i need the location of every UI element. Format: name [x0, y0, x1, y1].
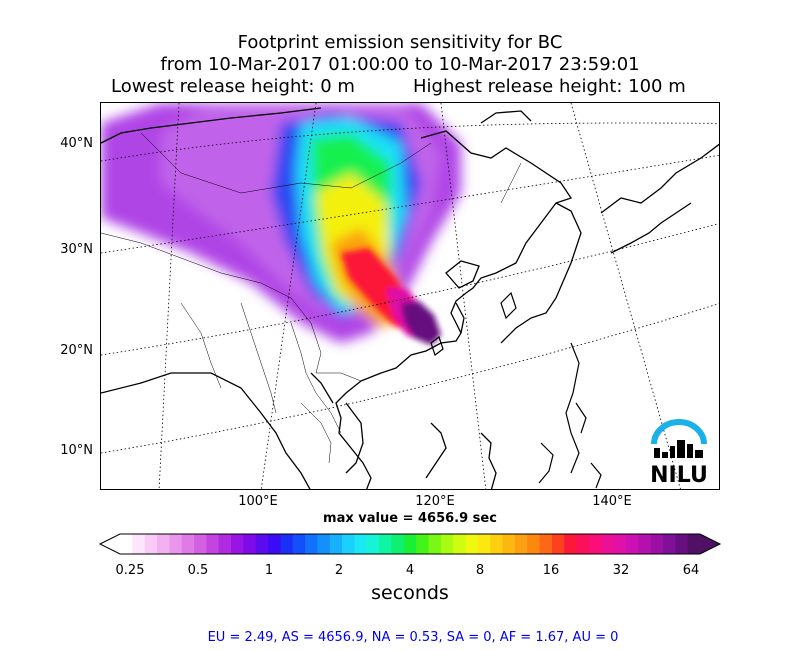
colorbar-cell: [490, 534, 503, 554]
colorbar-cell: [292, 534, 306, 554]
colorbar-cell: [181, 534, 195, 554]
colorbar-tick: 0.5: [187, 563, 209, 578]
colorbar-tick: 32: [612, 563, 630, 578]
colorbar-cell: [650, 534, 664, 554]
colorbar-outline: [98, 533, 722, 555]
title-line-1: Footprint emission sensitivity for BC: [237, 32, 563, 53]
lon-label-100: 100°E: [238, 494, 278, 509]
colorbar-under-triangle: [100, 534, 120, 554]
colorbar-cell: [243, 534, 257, 554]
footprint-plume: [101, 103, 461, 345]
colorbar-cell: [218, 534, 232, 554]
colorbar-tick: 16: [542, 563, 560, 578]
colorbar-cell: [576, 534, 590, 554]
colorbar-tick: 4: [405, 563, 415, 578]
colorbar-cell: [391, 534, 405, 554]
colorbar-cell: [539, 534, 553, 554]
colorbar-cell: [132, 534, 146, 554]
colorbar: [98, 533, 722, 555]
colorbar-cell: [366, 534, 380, 554]
colorbar-cell: [255, 534, 269, 554]
colorbar-cell: [169, 534, 183, 554]
colorbar-tick: 64: [682, 563, 700, 578]
colorbar-tick: 8: [475, 563, 485, 578]
colorbar-cell: [206, 534, 220, 554]
colorbar-cell: [588, 534, 602, 554]
colorbar-cell: [502, 534, 516, 554]
colorbar-cell: [317, 534, 331, 554]
colorbar-cell: [514, 534, 528, 554]
colorbar-cell: [564, 534, 577, 554]
colorbar-tick: 0.25: [115, 563, 145, 578]
colorbar-tick: 2: [334, 563, 344, 578]
map-panel: NILU: [100, 102, 720, 490]
max-value-label: max value = 4656.9 sec: [323, 511, 497, 526]
lon-label-120: 120°E: [415, 494, 455, 509]
lat-label-10: 10°N: [60, 443, 93, 458]
colorbar-cell: [440, 534, 454, 554]
region-values: EU = 2.49, AS = 4656.9, NA = 0.53, SA = …: [207, 630, 619, 645]
colorbar-units: seconds: [371, 582, 449, 604]
colorbar-cell: [120, 534, 133, 554]
plume-layer-core: [401, 301, 441, 345]
coastlines: [101, 107, 719, 489]
colorbar-cell: [268, 534, 281, 554]
colorbar-cell: [551, 534, 565, 554]
colorbar-cell: [662, 534, 676, 554]
colorbar-cell: [305, 534, 318, 554]
colorbar-cell: [354, 534, 368, 554]
colorbar-cell: [453, 534, 466, 554]
colorbar-cell: [231, 534, 244, 554]
footprint-map: NILU: [101, 103, 719, 489]
colorbar-cell: [403, 534, 417, 554]
colorbar-cell: [477, 534, 491, 554]
lat-label-30: 30°N: [60, 242, 93, 257]
colorbar-cell: [601, 534, 615, 554]
colorbar-cell: [675, 534, 689, 554]
colorbar-cell: [379, 534, 392, 554]
lon-label-140: 140°E: [592, 494, 632, 509]
colorbar-cell: [638, 534, 652, 554]
colorbar-cell: [687, 534, 701, 554]
lowest-release-height: Lowest release height: 0 m: [111, 76, 355, 97]
colorbar-cell: [194, 534, 207, 554]
logo-text: NILU: [650, 463, 708, 488]
nilu-logo: NILU: [650, 419, 708, 488]
colorbar-cell: [157, 534, 170, 554]
logo-arc: [651, 419, 707, 445]
islands: [430, 291, 602, 489]
colorbar-cell: [329, 534, 343, 554]
colorbar-tick: 1: [264, 563, 274, 578]
colorbar-cell: [342, 534, 355, 554]
colorbar-cell: [625, 534, 639, 554]
country-borders: [101, 132, 522, 464]
colorbar-cell: [428, 534, 442, 554]
lat-label-40: 40°N: [60, 136, 93, 151]
colorbar-cell: [144, 534, 158, 554]
colorbar-cells: [100, 534, 720, 554]
colorbar-cell: [280, 534, 294, 554]
colorbar-cell: [465, 534, 479, 554]
colorbar-over-triangle: [700, 534, 720, 554]
colorbar-cell: [416, 534, 429, 554]
lat-label-20: 20°N: [60, 343, 93, 358]
title-line-2: from 10-Mar-2017 01:00:00 to 10-Mar-2017…: [160, 54, 640, 75]
highest-release-height: Highest release height: 100 m: [413, 76, 686, 97]
colorbar-cell: [527, 534, 540, 554]
colorbar-cell: [613, 534, 627, 554]
